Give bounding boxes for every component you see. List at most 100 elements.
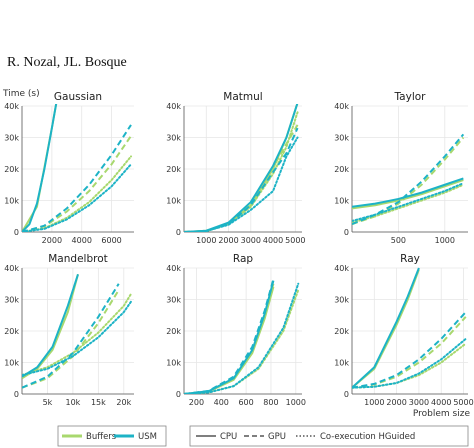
x-tick-label: 200: [189, 398, 204, 407]
y-tick-label: 40k: [166, 102, 181, 111]
x-tick-label: 5000: [453, 398, 473, 407]
x-tick-label: 5k: [43, 398, 53, 407]
x-tick-label: 800: [263, 398, 278, 407]
y-tick-label: 40k: [334, 102, 349, 111]
series-line-buffers-cpu: [184, 286, 275, 394]
legend-device-box: CPU GPU Co-execution HGuided: [189, 425, 469, 447]
y-tick-label: 40k: [166, 264, 181, 273]
panel-matmul: 0 10k 20k 30k 40k 1000 2000 3000 4000 5000 Matmul: [166, 91, 305, 245]
series-line-buffers-co-execution-hguided: [22, 292, 133, 377]
y-tick-label: 10k: [4, 197, 19, 206]
x-tick-label: 20k: [116, 398, 131, 407]
x-tick-label: 3000: [241, 236, 261, 245]
panel-title: Rap: [233, 253, 253, 265]
x-tick-label: 4000: [72, 236, 92, 245]
x-axis-label: Problem size: [413, 409, 471, 419]
x-tick-label: 400: [214, 398, 229, 407]
y-tick-label: 40k: [4, 264, 19, 273]
x-tick-label: 1000: [364, 398, 384, 407]
y-tick-label: 20k: [166, 165, 181, 174]
y-tick-label: 0: [14, 228, 19, 237]
y-tick-label: 30k: [334, 296, 349, 305]
series-line-usm-gpu: [352, 133, 465, 226]
legend-label-gpu: GPU: [268, 432, 286, 442]
y-tick-label: 10k: [334, 197, 349, 206]
y-tick-label: 30k: [4, 134, 19, 143]
panel-title: Taylor: [394, 91, 427, 103]
x-tick-label: 5000: [285, 236, 305, 245]
legend-label-cpu: CPU: [220, 432, 237, 442]
series-line-usm-co-execution-hguided: [22, 300, 133, 377]
x-tick-label: 15k: [91, 398, 106, 407]
legend-label-buffers: Buffers: [86, 432, 117, 442]
series-line-usm-cpu: [22, 104, 58, 232]
y-tick-label: 0: [14, 390, 19, 399]
y-tick-label: 30k: [166, 296, 181, 305]
x-tick-label: 10k: [66, 398, 81, 407]
y-tick-label: 20k: [166, 327, 181, 336]
x-tick-label: 3000: [409, 398, 429, 407]
panel-mandelbrot: 0 10k 20k 30k 40k 5k 10k 15k 20k Mandelbrot: [4, 253, 134, 407]
series-line-usm-co-execution-hguided: [352, 337, 467, 389]
series-line-usm-co-execution-hguided: [184, 136, 299, 232]
series-line-buffers-cpu: [22, 104, 58, 232]
x-tick-label: 6000: [101, 236, 121, 245]
x-tick-label: 2000: [218, 236, 238, 245]
series-line-usm-cpu: [352, 177, 464, 208]
y-tick-label: 0: [344, 390, 349, 399]
y-tick-label: 40k: [4, 102, 19, 111]
legend-label-usm: USM: [138, 432, 157, 442]
panel-title: Mandelbrot: [48, 253, 107, 265]
x-tick-label: 2000: [42, 236, 62, 245]
x-tick-label: 4000: [431, 398, 451, 407]
series-line-usm-cpu: [352, 267, 420, 389]
panel-title: Ray: [400, 253, 420, 265]
y-tick-label: 0: [176, 390, 181, 399]
series-line-usm-co-execution-hguided: [352, 182, 465, 222]
series-line-usm-gpu: [22, 124, 132, 232]
x-tick-label: 600: [238, 398, 253, 407]
y-tick-label: 0: [176, 228, 181, 237]
panel-gaussian: 0 10k 20k 30k 40k 2000 4000 6000 Gaussian: [4, 91, 134, 245]
series-line-usm-gpu: [22, 283, 120, 389]
panel-rap: 0 10k 20k 30k 40k 200 400 600 800 1000 Rap: [166, 253, 306, 407]
series-line-usm-gpu: [352, 311, 467, 389]
y-tick-label: 10k: [166, 197, 181, 206]
panel-ray: 0 10k 20k 30k 40k 1000 2000 3000 4000 5000 Ray: [334, 253, 474, 407]
running-head: R. Nozal, JL. Bosque: [7, 55, 127, 70]
x-tick-label: 1000: [435, 236, 455, 245]
series-line-usm-co-execution-hguided: [184, 282, 300, 394]
y-tick-label: 20k: [4, 165, 19, 174]
y-tick-label: 10k: [166, 359, 181, 368]
x-tick-label: 4000: [263, 236, 283, 245]
y-tick-label: 30k: [334, 134, 349, 143]
panel-title: Matmul: [223, 91, 262, 103]
x-tick-label: 500: [391, 236, 406, 245]
panel-taylor: 0 10k 20k 30k 40k 500 1000 Taylor: [334, 91, 468, 245]
y-tick-label: 30k: [166, 134, 181, 143]
y-tick-label: 10k: [4, 359, 19, 368]
x-tick-label: 2000: [386, 398, 406, 407]
series-line-usm-cpu: [22, 273, 79, 378]
y-tick-label: 30k: [4, 296, 19, 305]
y-tick-label: 40k: [334, 264, 349, 273]
series-line-buffers-cpu: [352, 179, 464, 210]
series-line-usm-co-execution-hguided: [22, 163, 133, 232]
y-axis-label: Time (s): [2, 89, 40, 99]
series-line-buffers-co-execution-hguided: [184, 289, 300, 394]
series-line-usm-cpu: [184, 280, 275, 394]
y-tick-label: 10k: [334, 359, 349, 368]
series-line-buffers-gpu: [352, 316, 467, 389]
legend-api-box: Buffers USM: [57, 425, 167, 447]
y-tick-label: 0: [344, 228, 349, 237]
y-tick-label: 20k: [4, 327, 19, 336]
series-line-usm-gpu: [184, 278, 275, 394]
series-line-buffers-gpu: [184, 283, 275, 394]
panel-title: Gaussian: [54, 91, 102, 103]
series-line-buffers-gpu: [352, 136, 465, 226]
legend-label-coexec: Co-execution HGuided: [320, 432, 415, 442]
y-tick-label: 20k: [334, 327, 349, 336]
x-tick-label: 1000: [196, 236, 216, 245]
